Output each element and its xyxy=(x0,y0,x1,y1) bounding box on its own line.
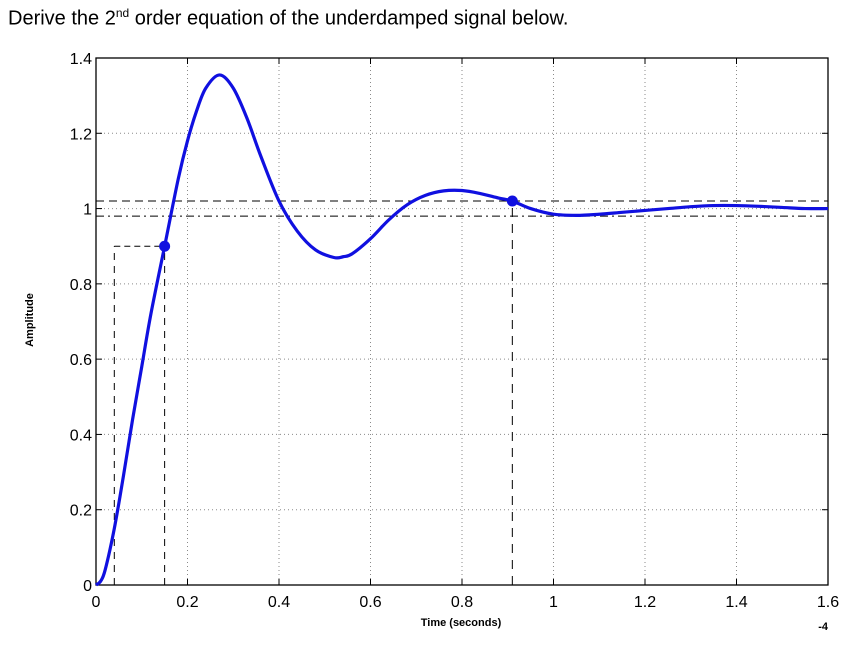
x-axis-label: Time (seconds) xyxy=(421,617,502,629)
x-tick-label: 0.4 xyxy=(268,594,290,611)
response-curve-group xyxy=(94,73,829,587)
question-text-after: order equation of the underdamped signal… xyxy=(129,7,569,30)
response-curve xyxy=(94,73,829,587)
marker-point-1 xyxy=(506,195,518,207)
x-tick-label: 1 xyxy=(549,594,558,611)
marker-point-0 xyxy=(159,240,171,252)
x-tick-label: 1.6 xyxy=(817,594,839,611)
y-tick-label: 1 xyxy=(83,202,92,219)
y-tick-label: 0.6 xyxy=(70,352,92,369)
axes xyxy=(95,57,829,586)
question-superscript: nd xyxy=(115,6,130,20)
corner-label: -4 xyxy=(818,621,829,633)
x-tick-label: 0 xyxy=(92,594,101,611)
x-tick-label: 1.4 xyxy=(725,594,747,611)
y-tick-label: 0 xyxy=(83,578,92,595)
x-tick-label: 1.2 xyxy=(634,594,656,611)
y-tick-label: 1.4 xyxy=(70,51,92,68)
question-text: Derive the 2nd order equation of the und… xyxy=(8,6,568,31)
tick-labels: 0 0.2 0.4 0.6 0.8 1 1.2 1.4 1.6 0 0.2 0.4 0.6 0.8 1 1.2… xyxy=(70,51,839,611)
y-tick-label: 0.8 xyxy=(70,277,92,294)
grid-lines xyxy=(96,58,828,585)
markers xyxy=(159,195,518,252)
y-tick-label: 1.2 xyxy=(70,126,92,143)
question-text-before: Derive the 2 xyxy=(8,7,116,30)
x-tick-label: 0.8 xyxy=(451,594,473,611)
y-axis-label: Amplitude xyxy=(24,293,36,347)
y-tick-label: 0.4 xyxy=(70,427,92,444)
y-tick-label: 0.2 xyxy=(70,503,92,520)
x-tick-label: 0.6 xyxy=(359,594,381,611)
plot-frame xyxy=(95,57,829,586)
x-tick-label: 0.2 xyxy=(176,594,198,611)
